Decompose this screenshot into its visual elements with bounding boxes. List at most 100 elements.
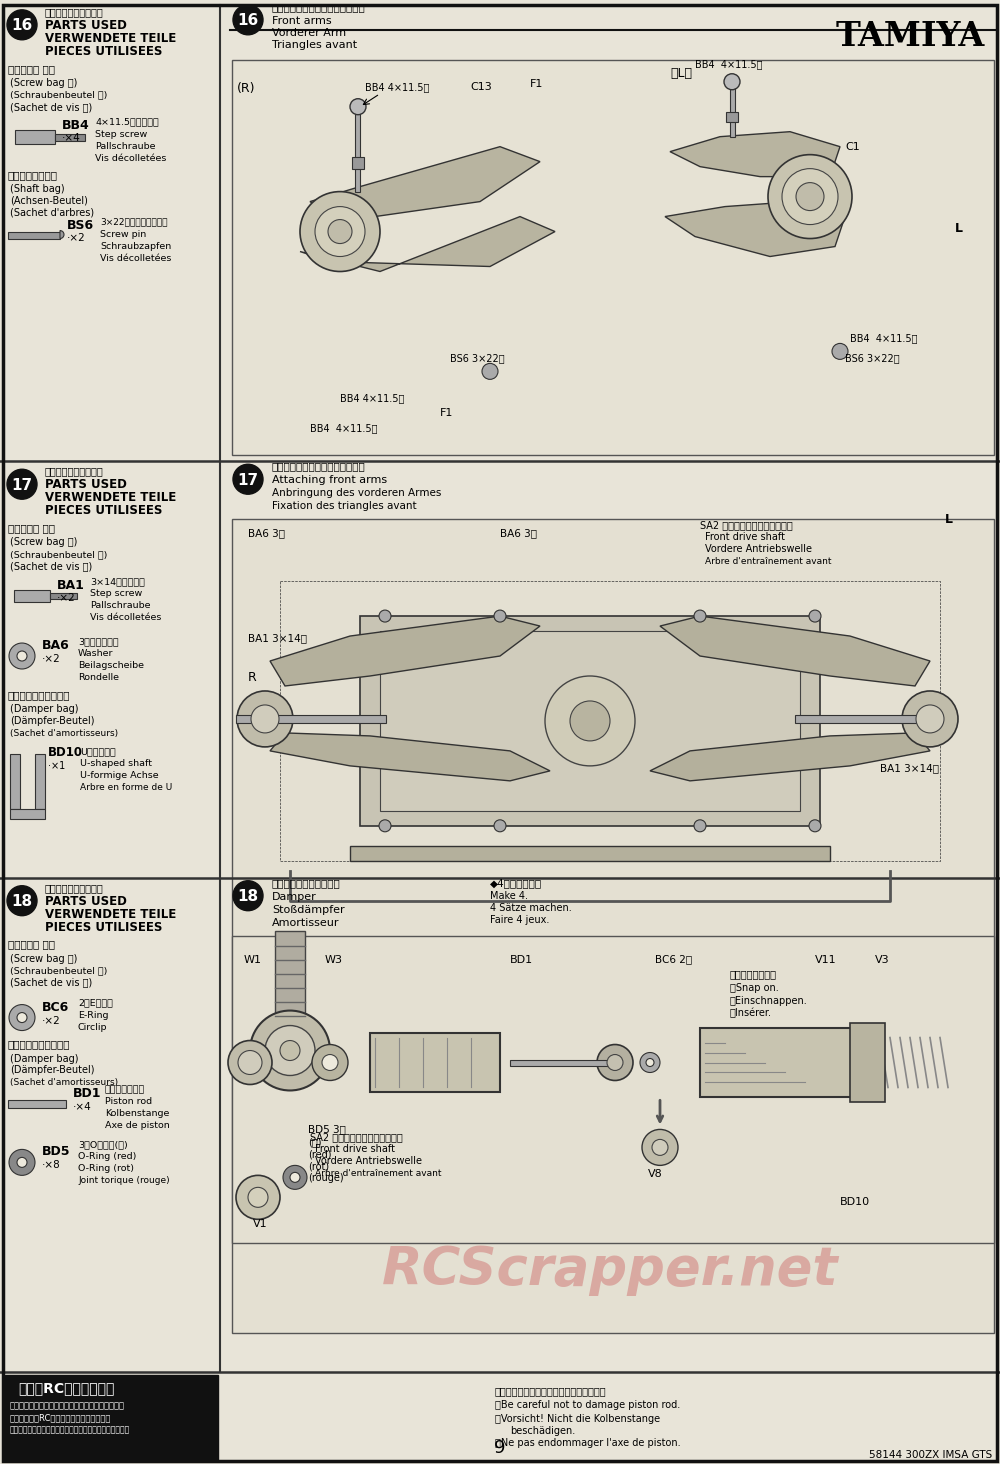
Bar	[10, 808, 45, 818]
Text: SA2 フロントドライブシャフト: SA2 フロントドライブシャフト	[700, 520, 793, 530]
Circle shape	[233, 4, 263, 35]
Text: Axe de piston: Axe de piston	[105, 1121, 170, 1130]
Text: W3: W3	[325, 955, 343, 965]
Polygon shape	[650, 733, 930, 780]
Text: Washer: Washer	[78, 649, 114, 657]
Text: ·×2: ·×2	[57, 593, 76, 603]
Text: Amortisseur: Amortisseur	[272, 918, 340, 928]
Circle shape	[379, 610, 391, 622]
Text: BD10: BD10	[48, 745, 83, 758]
Wedge shape	[60, 230, 64, 239]
Text: （ダンパー部品袋詰）: （ダンパー部品袋詰）	[8, 690, 70, 700]
Polygon shape	[310, 146, 540, 221]
Bar	[795, 714, 940, 723]
Circle shape	[7, 886, 37, 915]
Bar	[15, 130, 55, 143]
Text: (Schraubenbeutel Ａ): (Schraubenbeutel Ａ)	[10, 550, 107, 559]
Text: ·×2: ·×2	[67, 233, 86, 243]
Text: PARTS USED: PARTS USED	[45, 479, 127, 492]
Text: (rouge): (rouge)	[308, 1173, 344, 1183]
Text: BD1: BD1	[73, 1088, 102, 1101]
Circle shape	[494, 820, 506, 832]
Text: タミヤRCガイドブック: タミヤRCガイドブック	[18, 1381, 114, 1395]
Text: ·×1: ·×1	[48, 761, 65, 772]
Text: C1: C1	[845, 142, 860, 152]
Text: Vordere Antriebswelle: Vordere Antriebswelle	[705, 545, 812, 555]
Circle shape	[570, 701, 610, 741]
Circle shape	[238, 1051, 262, 1075]
Text: ＊Insérer.: ＊Insérer.	[730, 1009, 772, 1019]
Bar	[55, 133, 85, 141]
Text: BA1 3×14㎜: BA1 3×14㎜	[880, 763, 939, 773]
Text: Vis décolletées: Vis décolletées	[90, 613, 161, 622]
Circle shape	[300, 192, 380, 271]
Text: E-Ring: E-Ring	[78, 1010, 108, 1019]
Text: ＊Vorsicht! Nicht die Kolbenstange: ＊Vorsicht! Nicht die Kolbenstange	[495, 1414, 660, 1424]
Text: U-formige Achse: U-formige Achse	[80, 772, 159, 780]
Text: L: L	[945, 514, 953, 526]
Text: Beilagscheibe: Beilagscheibe	[78, 662, 144, 671]
Text: (Schraubenbeutel Ｃ): (Schraubenbeutel Ｃ)	[10, 966, 107, 975]
Text: Pallschraube: Pallschraube	[90, 602, 150, 610]
Text: (rot): (rot)	[308, 1161, 329, 1171]
Bar	[726, 111, 738, 122]
Text: Arbre d'entraînement avant: Arbre d'entraînement avant	[705, 558, 832, 567]
Text: Vis décolletées: Vis décolletées	[95, 154, 166, 163]
Text: Arbre d'entraînement avant: Arbre d'entraînement avant	[315, 1170, 442, 1179]
Circle shape	[265, 1026, 315, 1076]
Text: (Sachet d'amortisseurs): (Sachet d'amortisseurs)	[10, 1079, 118, 1088]
Text: SA2 フロントドライブシャフト: SA2 フロントドライブシャフト	[310, 1133, 403, 1142]
Bar	[510, 1060, 610, 1066]
Text: Arbre en forme de U: Arbre en forme de U	[80, 783, 172, 792]
Text: 3㎜ワッシャー: 3㎜ワッシャー	[78, 637, 119, 646]
Text: Front arms: Front arms	[272, 16, 332, 26]
Text: Fixation des triangles avant: Fixation des triangles avant	[272, 501, 417, 511]
Text: (Screw bag Ｃ): (Screw bag Ｃ)	[10, 953, 77, 963]
Text: 18: 18	[11, 895, 33, 909]
Text: V3: V3	[875, 955, 890, 965]
Bar	[380, 631, 800, 811]
Circle shape	[251, 706, 279, 733]
Text: (Sachet de vis Ａ): (Sachet de vis Ａ)	[10, 561, 92, 571]
Text: PIECES UTILISEES: PIECES UTILISEES	[45, 45, 162, 57]
Text: BB4: BB4	[62, 119, 90, 132]
Bar	[50, 593, 77, 599]
Circle shape	[17, 651, 27, 662]
Text: (red): (red)	[308, 1149, 332, 1159]
Circle shape	[17, 1158, 27, 1167]
Text: (Shaft bag): (Shaft bag)	[10, 183, 65, 193]
Text: ·×8: ·×8	[42, 1161, 61, 1170]
Text: 9: 9	[494, 1439, 506, 1457]
Circle shape	[9, 643, 35, 669]
Bar	[14, 590, 50, 602]
Bar	[35, 754, 45, 808]
Text: Front drive shaft: Front drive shaft	[315, 1145, 395, 1155]
Bar	[10, 754, 20, 808]
Circle shape	[640, 1053, 660, 1073]
Circle shape	[280, 1041, 300, 1060]
Text: Anbringung des vorderen Armes: Anbringung des vorderen Armes	[272, 488, 441, 498]
Text: BA6 3㎜: BA6 3㎜	[500, 529, 537, 539]
Circle shape	[652, 1139, 668, 1155]
Text: Stoßdämpfer: Stoßdämpfer	[272, 905, 345, 915]
Bar	[355, 111, 360, 192]
Text: (Damper bag): (Damper bag)	[10, 704, 78, 714]
Circle shape	[322, 1054, 338, 1070]
Circle shape	[902, 691, 958, 747]
Text: BS6 3×22㎜: BS6 3×22㎜	[450, 353, 505, 363]
Text: Screw pin: Screw pin	[100, 230, 146, 239]
Circle shape	[350, 98, 366, 114]
Text: Circlip: Circlip	[78, 1022, 108, 1032]
Circle shape	[545, 676, 635, 766]
Polygon shape	[300, 217, 555, 271]
Text: BC6 2㎜: BC6 2㎜	[655, 955, 692, 965]
Circle shape	[809, 610, 821, 622]
Circle shape	[520, 651, 660, 791]
Text: Step screw: Step screw	[95, 130, 147, 139]
Text: (Screw bag Ａ): (Screw bag Ａ)	[10, 537, 77, 548]
Text: W1: W1	[244, 955, 262, 965]
Text: V11: V11	[815, 955, 837, 965]
Text: BS6: BS6	[67, 218, 94, 231]
Text: ＊Be careful not to damage piston rod.: ＊Be careful not to damage piston rod.	[495, 1400, 680, 1410]
Text: 4×11.5㎜段付ビス: 4×11.5㎜段付ビス	[95, 117, 159, 127]
